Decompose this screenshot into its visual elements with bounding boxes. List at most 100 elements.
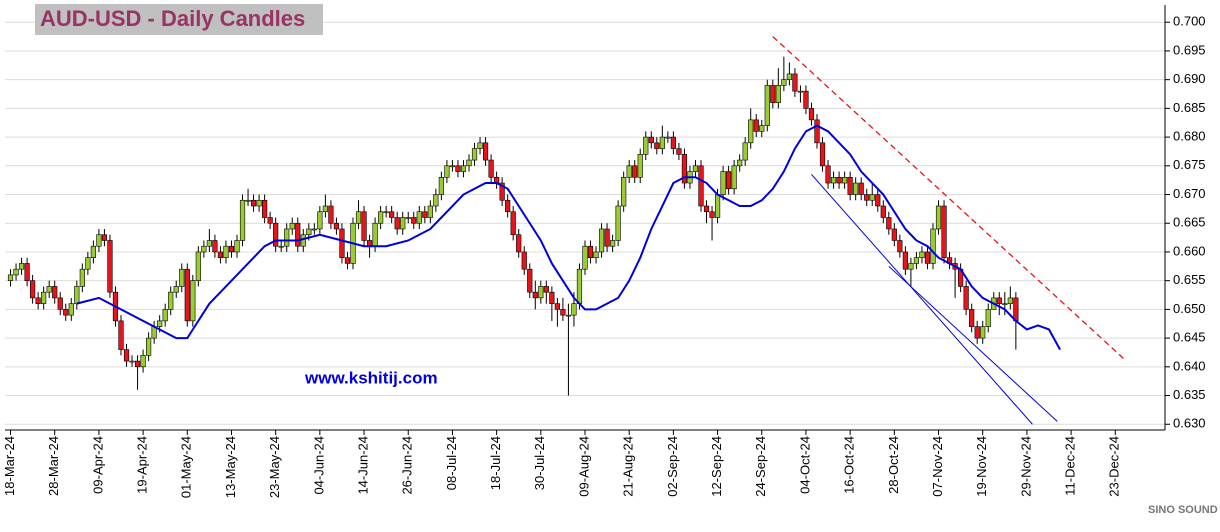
candle-body	[295, 222, 301, 247]
candle-body	[510, 211, 516, 236]
candle-body	[471, 148, 478, 161]
x-tick-label: 23-Dec-24	[1107, 436, 1122, 497]
candle-body	[460, 165, 467, 172]
candle-body	[598, 228, 605, 253]
candle-body	[477, 142, 483, 149]
candle-body	[891, 228, 897, 241]
candle-body	[781, 79, 787, 86]
axes: 0.630 0.635 0.640 0.645 0.650 0.655 0.660 0.665…	[2, 5, 1206, 498]
candle-body	[527, 268, 533, 293]
candle-body	[897, 240, 903, 253]
candle-body	[284, 228, 290, 247]
candle-body	[190, 280, 196, 322]
candle-body	[571, 303, 577, 316]
candle-body	[383, 211, 389, 214]
y-tick-label: 0.630	[1173, 416, 1206, 431]
candle-body	[830, 176, 837, 184]
candle-body	[858, 182, 864, 195]
candle-body	[184, 268, 190, 322]
x-tick-label: 09-Aug-24	[576, 436, 591, 497]
candle-body	[1002, 303, 1008, 305]
candle-body	[74, 286, 80, 304]
candle-body	[146, 337, 152, 356]
candle-body	[455, 165, 461, 172]
candle-body	[814, 119, 820, 144]
y-tick-label: 0.690	[1173, 71, 1206, 86]
candle-body	[532, 291, 538, 299]
x-tick-label: 30-Jul-24	[532, 436, 547, 490]
candle-body	[775, 85, 781, 103]
candle-body	[698, 165, 704, 207]
candle-body	[212, 240, 218, 253]
candle-body	[46, 286, 52, 293]
candle-body	[864, 194, 870, 201]
y-tick-label: 0.700	[1173, 14, 1206, 29]
x-tick-label: 18-Mar-24	[2, 436, 17, 496]
candle-body	[41, 291, 47, 304]
candle-body	[924, 251, 931, 264]
candle-body	[433, 194, 439, 207]
x-tick-label: 01-May-24	[179, 436, 194, 498]
candle-body	[554, 303, 560, 310]
candle-body	[96, 234, 102, 247]
candle-body	[737, 159, 743, 167]
candle-body	[875, 194, 881, 207]
candle-body	[129, 360, 135, 363]
candle-body	[278, 245, 284, 248]
candle-body	[587, 245, 594, 259]
candle-body	[549, 291, 555, 304]
candle-body	[400, 217, 406, 230]
x-tick-label: 28-Oct-24	[886, 436, 901, 494]
candle-body	[709, 211, 715, 218]
candle-body	[228, 245, 235, 253]
y-tick-label: 0.680	[1173, 129, 1206, 144]
candle-body	[123, 349, 130, 362]
candle-body	[63, 309, 69, 316]
y-tick-label: 0.675	[1173, 157, 1206, 172]
candle-body	[57, 297, 63, 310]
candle-body	[748, 119, 754, 144]
candle-body	[107, 240, 113, 293]
x-tick-label: 16-Oct-24	[842, 436, 857, 494]
candle-body	[610, 240, 616, 247]
candle-body	[516, 234, 522, 253]
x-tick-label: 09-Apr-24	[90, 436, 105, 494]
candle-body	[195, 251, 201, 281]
candle-body	[52, 286, 58, 299]
candle-body	[632, 165, 638, 178]
candle-body	[488, 159, 494, 178]
candle-body	[560, 309, 566, 316]
candle-body	[930, 228, 936, 264]
candle-body	[30, 280, 36, 299]
candle-body	[880, 205, 886, 218]
candle-body	[648, 136, 654, 144]
candle-body	[311, 228, 317, 231]
candle-body	[969, 309, 975, 327]
candle-body	[482, 142, 489, 161]
candle-body	[35, 297, 41, 304]
candle-body	[576, 268, 583, 304]
title-box	[35, 4, 323, 35]
candle-body	[825, 165, 831, 184]
candle-body	[372, 222, 378, 247]
candle-body	[670, 136, 676, 149]
candle-body	[361, 211, 367, 241]
candle-body	[582, 245, 588, 270]
candle-body	[538, 286, 544, 299]
moving-average-line	[76, 124, 1061, 351]
candle-body	[405, 217, 411, 219]
candle-body	[173, 286, 179, 293]
candle-body	[13, 268, 19, 276]
y-tick-label: 0.640	[1173, 358, 1206, 373]
x-tick-label: 26-Jun-24	[400, 436, 415, 495]
y-tick-label: 0.645	[1173, 330, 1206, 345]
grid	[5, 21, 1165, 425]
x-tick-label: 21-Aug-24	[621, 436, 636, 497]
candle-body	[886, 217, 892, 230]
candle-body	[770, 85, 776, 103]
candle-body	[980, 326, 986, 339]
candle-body	[339, 228, 345, 259]
candle-body	[101, 234, 108, 241]
candle-body	[422, 211, 428, 218]
